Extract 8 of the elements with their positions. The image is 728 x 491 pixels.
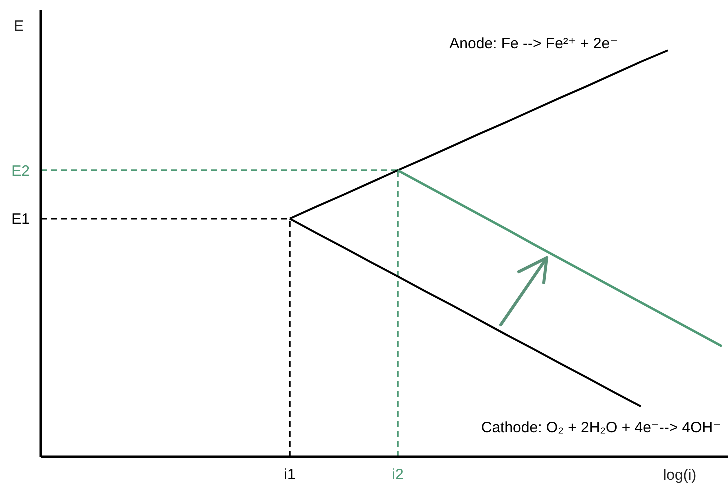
x-tick-label: i2	[392, 466, 404, 484]
x-tick-label: i1	[284, 466, 296, 484]
ref-line-label: E1	[12, 211, 30, 228]
x-axis-title: log(i)	[663, 467, 697, 484]
series-label: Anode: Fe --> Fe²⁺ + 2e⁻	[450, 36, 618, 53]
ref-line-label: E2	[12, 162, 30, 180]
y-axis-title: E	[14, 18, 24, 35]
text: Cathode: O₂ + 2H₂O + 4e⁻--> 4OH⁻	[481, 420, 722, 437]
